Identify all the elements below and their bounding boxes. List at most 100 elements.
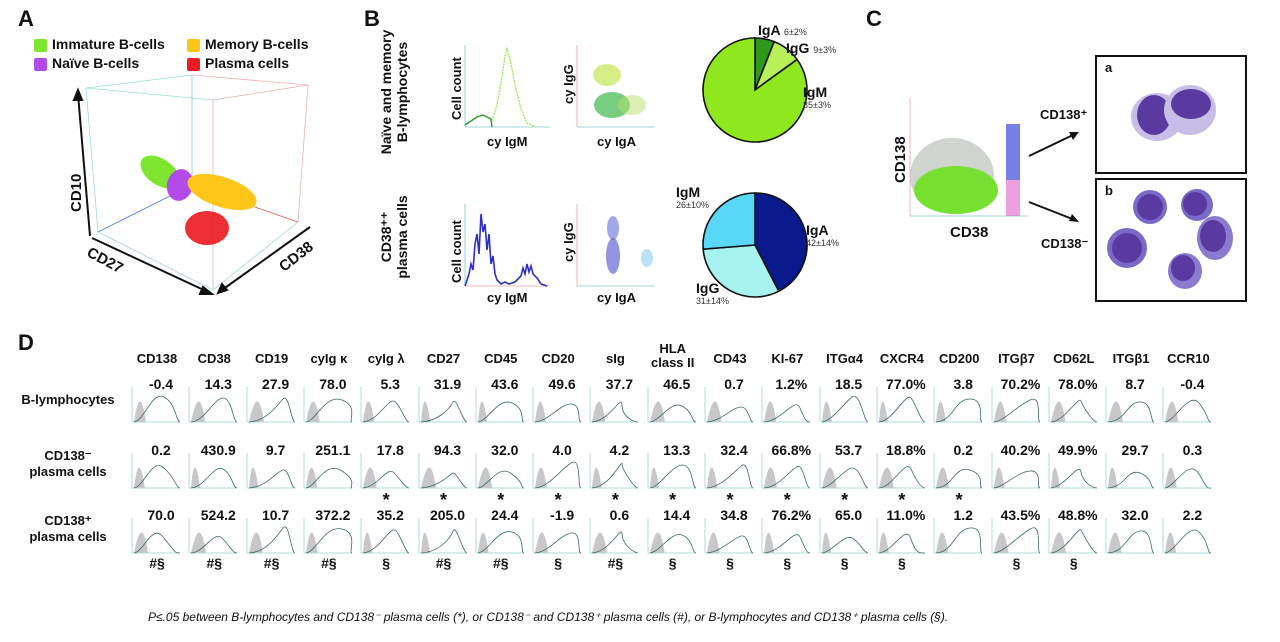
- marker-value: -1.9: [550, 507, 575, 523]
- marker-value: 70.0: [147, 507, 175, 523]
- hist2-ylabel: Cell count: [449, 220, 464, 283]
- mini-histogram: [647, 453, 697, 489]
- axis-label-cd10: CD10: [68, 173, 85, 212]
- marker-value: 94.3: [433, 442, 462, 458]
- column-header: CD138: [128, 351, 186, 366]
- mini-histogram: [819, 387, 868, 423]
- row-header-line: B-lymphocytes: [21, 392, 115, 407]
- significance-marker: §: [840, 555, 849, 571]
- marker-value: 0.6: [609, 507, 630, 523]
- marker-value: 4.0: [552, 442, 572, 458]
- column-header: CD38: [185, 351, 243, 366]
- pie-value: 26±10%: [676, 200, 709, 210]
- mini-histogram: [647, 518, 696, 554]
- marker-value: 9.7: [265, 442, 286, 458]
- marker-value: 0.2: [151, 442, 171, 458]
- marker-value: 32.0: [491, 442, 519, 458]
- legend-item-immature: Immature B-cells: [34, 36, 165, 52]
- row-header-line: CD138⁺: [44, 513, 92, 528]
- marker-value: 17.8: [376, 442, 404, 458]
- column-header: sIg: [586, 351, 644, 366]
- mini-histogram: [590, 518, 639, 554]
- cd138-negative-label: CD138⁻: [1041, 236, 1089, 251]
- mini-histogram: [475, 518, 525, 554]
- marker-value: 49.6: [548, 376, 576, 392]
- hist1-ylabel: Cell count: [449, 57, 464, 120]
- axis-arrows: [72, 87, 311, 295]
- row-label-naive-memory: Naïve and memory B-lymphocytes: [378, 22, 410, 162]
- micrograph-a: a: [1095, 55, 1247, 174]
- mini-histogram: [475, 387, 524, 423]
- column-header-line: ITGα4: [826, 351, 864, 366]
- significance-marker: *: [439, 490, 447, 510]
- significance-marker: *: [669, 490, 677, 510]
- pie-category: IgM: [676, 184, 701, 200]
- column-header-line: CXCR4: [879, 351, 924, 366]
- mini-histogram: [532, 518, 582, 554]
- mini-histogram: [246, 453, 295, 489]
- mini-histogram: [188, 387, 238, 423]
- column-header-line: CD43: [713, 351, 747, 366]
- marker-value: 78.0%: [1057, 376, 1098, 392]
- pie-category: IgG: [696, 280, 720, 296]
- mini-histogram: [819, 453, 868, 489]
- marker-value: 34.8: [720, 507, 748, 523]
- cell-image-b: [1107, 189, 1233, 289]
- marker-value: 66.8%: [771, 442, 812, 458]
- panel-a-letter: A: [18, 6, 34, 31]
- scatter1-ylabel: cy IgG: [561, 64, 576, 104]
- micrograph-tag: a: [1105, 60, 1113, 75]
- marker-value: 4.2: [609, 442, 630, 458]
- column-header-line: ITGβ1: [1112, 351, 1150, 366]
- hist2-xlabel: cy IgM: [487, 290, 528, 305]
- mini-histogram: [819, 518, 868, 554]
- marker-value: 46.5: [663, 376, 691, 392]
- scatter-cd38-cd138: [909, 98, 1028, 217]
- significance-marker: §: [1012, 555, 1021, 571]
- mini-histogram: [303, 453, 353, 489]
- legend-label: Naïve B-cells: [52, 55, 140, 71]
- column-header: CD20: [529, 351, 587, 366]
- marker-value: 65.0: [834, 507, 863, 523]
- mini-histogram: [876, 387, 926, 423]
- pie-slice-igm: [702, 37, 808, 143]
- row-label-line: CD38⁺⁺: [378, 211, 394, 263]
- marker-value: 70.2%: [1000, 376, 1041, 392]
- pie2-label-igg: IgG 31±14%: [696, 280, 729, 306]
- marker-value: -0.4: [148, 376, 174, 392]
- cell-image-a: [1131, 85, 1216, 141]
- cd38-xlabel: CD38: [950, 224, 989, 241]
- row-label-line: plasma cells: [394, 195, 411, 279]
- pie-bcells-isotype: [702, 37, 808, 143]
- significance-marker: *: [382, 490, 390, 510]
- legend-swatch: [34, 57, 47, 71]
- column-header-line: CD38: [197, 351, 231, 366]
- marker-value: 13.3: [663, 442, 691, 458]
- mini-histogram: [1163, 453, 1212, 489]
- significance-marker: #§: [149, 555, 165, 571]
- mini-histogram: [991, 518, 1040, 554]
- significance-marker: *: [554, 490, 562, 510]
- arrow-pointers: [1028, 132, 1079, 222]
- row-label-line: Naïve and memory: [378, 29, 394, 155]
- panel-d-letter: D: [18, 330, 34, 355]
- significance-marker: #§: [206, 555, 223, 571]
- marker-value: 0.7: [724, 376, 744, 392]
- column-header-line: cyIg λ: [367, 351, 405, 366]
- pie-slice-igg: [702, 244, 780, 298]
- column-header-line: CCR10: [1167, 351, 1210, 366]
- marker-value: 18.8%: [886, 442, 926, 458]
- marker-value: 14.4: [663, 507, 691, 523]
- pie-category: IgM: [803, 84, 828, 100]
- marker-value: 43.5%: [1000, 507, 1041, 523]
- column-header: CD62L: [1045, 351, 1103, 366]
- significance-marker: §: [1069, 555, 1078, 571]
- pie-value: 42±14%: [806, 238, 839, 248]
- mini-histogram: [1105, 518, 1155, 554]
- legend-swatch: [187, 57, 200, 71]
- mini-histogram: [131, 453, 181, 489]
- marker-value: 53.7: [834, 442, 863, 458]
- pie-value: 85±3%: [803, 100, 831, 110]
- column-header-line: CD62L: [1053, 351, 1095, 366]
- mini-histogram: [360, 453, 410, 489]
